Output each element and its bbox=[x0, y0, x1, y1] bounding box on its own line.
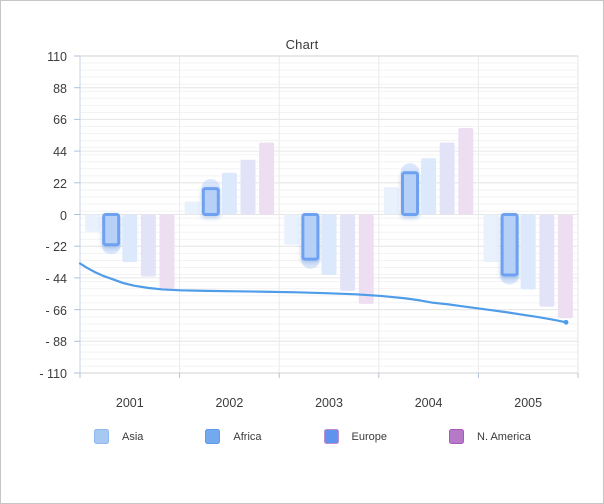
line-trend-line[interactable] bbox=[78, 262, 568, 324]
legend-label: Asia bbox=[122, 430, 144, 443]
x-axis-label: 2002 bbox=[215, 396, 244, 410]
bar-europe-2002[interactable] bbox=[221, 172, 237, 215]
bar-n-america-2002[interactable] bbox=[240, 159, 256, 215]
y-axis-label: - 66 bbox=[45, 303, 67, 318]
bar-asia-2005[interactable] bbox=[483, 214, 499, 263]
chart-title: Chart bbox=[285, 37, 319, 52]
bar-n-america-2004[interactable] bbox=[439, 142, 455, 215]
legend-swatch-africa bbox=[205, 429, 221, 444]
y-axis-label: 88 bbox=[53, 81, 67, 96]
legend: Asia Africa Europe N. America bbox=[94, 429, 531, 444]
y-axis-label: 22 bbox=[53, 176, 67, 191]
legend-swatch-europe bbox=[323, 429, 339, 444]
bar-europe-2004[interactable] bbox=[421, 158, 437, 215]
legend-item-asia[interactable]: Asia bbox=[94, 429, 143, 444]
bar-series-5-2002[interactable] bbox=[259, 142, 275, 215]
line-endpoint-trend-line bbox=[563, 319, 569, 325]
x-axis-label: 2004 bbox=[414, 396, 443, 410]
x-axis-label: 2001 bbox=[115, 396, 144, 410]
y-axis-label: - 44 bbox=[45, 271, 67, 286]
bar-africa-2001[interactable] bbox=[102, 213, 121, 247]
y-axis-label: 44 bbox=[53, 145, 67, 160]
bar-africa-2003[interactable] bbox=[301, 213, 320, 261]
y-axis-label: 0 bbox=[60, 208, 67, 223]
y-axis-label: - 88 bbox=[45, 335, 67, 350]
bar-n-america-2001[interactable] bbox=[140, 214, 156, 277]
bar-asia-2001[interactable] bbox=[85, 214, 101, 232]
legend-swatch-asia bbox=[94, 429, 109, 444]
legend-label: Africa bbox=[233, 430, 262, 443]
bar-n-america-2005[interactable] bbox=[539, 214, 555, 307]
bar-europe-2001[interactable] bbox=[122, 214, 138, 263]
bar-africa-2002[interactable] bbox=[201, 187, 220, 216]
x-axis-label: 2003 bbox=[315, 396, 343, 410]
legend-label: Europe bbox=[351, 430, 388, 443]
y-axis-label: 66 bbox=[53, 113, 67, 128]
bar-series-5-2003[interactable] bbox=[358, 214, 374, 304]
y-axis-label: - 110 bbox=[39, 367, 67, 381]
bar-asia-2002[interactable] bbox=[184, 201, 200, 215]
bar-europe-2005[interactable] bbox=[520, 214, 536, 290]
y-axis-label: - 22 bbox=[45, 240, 67, 255]
legend-label: N. America bbox=[477, 430, 531, 443]
bar-n-america-2003[interactable] bbox=[340, 214, 356, 291]
bar-series-5-2004[interactable] bbox=[458, 128, 474, 215]
legend-item-n-america[interactable]: N. America bbox=[449, 429, 531, 444]
bar-europe-2003[interactable] bbox=[321, 214, 337, 276]
bar-series-5-2005[interactable] bbox=[557, 214, 573, 319]
bar-asia-2003[interactable] bbox=[284, 214, 300, 245]
legend-item-africa[interactable]: Africa bbox=[205, 429, 262, 444]
bar-series-5-2001[interactable] bbox=[159, 214, 175, 290]
bar-asia-2004[interactable] bbox=[383, 187, 399, 215]
legend-item-europe[interactable]: Europe bbox=[323, 429, 388, 444]
bar-africa-2005[interactable] bbox=[500, 213, 519, 277]
legend-swatch-n-america bbox=[449, 429, 465, 444]
bar-africa-2004[interactable] bbox=[401, 171, 419, 216]
x-axis-label: 2005 bbox=[514, 396, 543, 410]
y-axis-label: 110 bbox=[47, 50, 67, 64]
